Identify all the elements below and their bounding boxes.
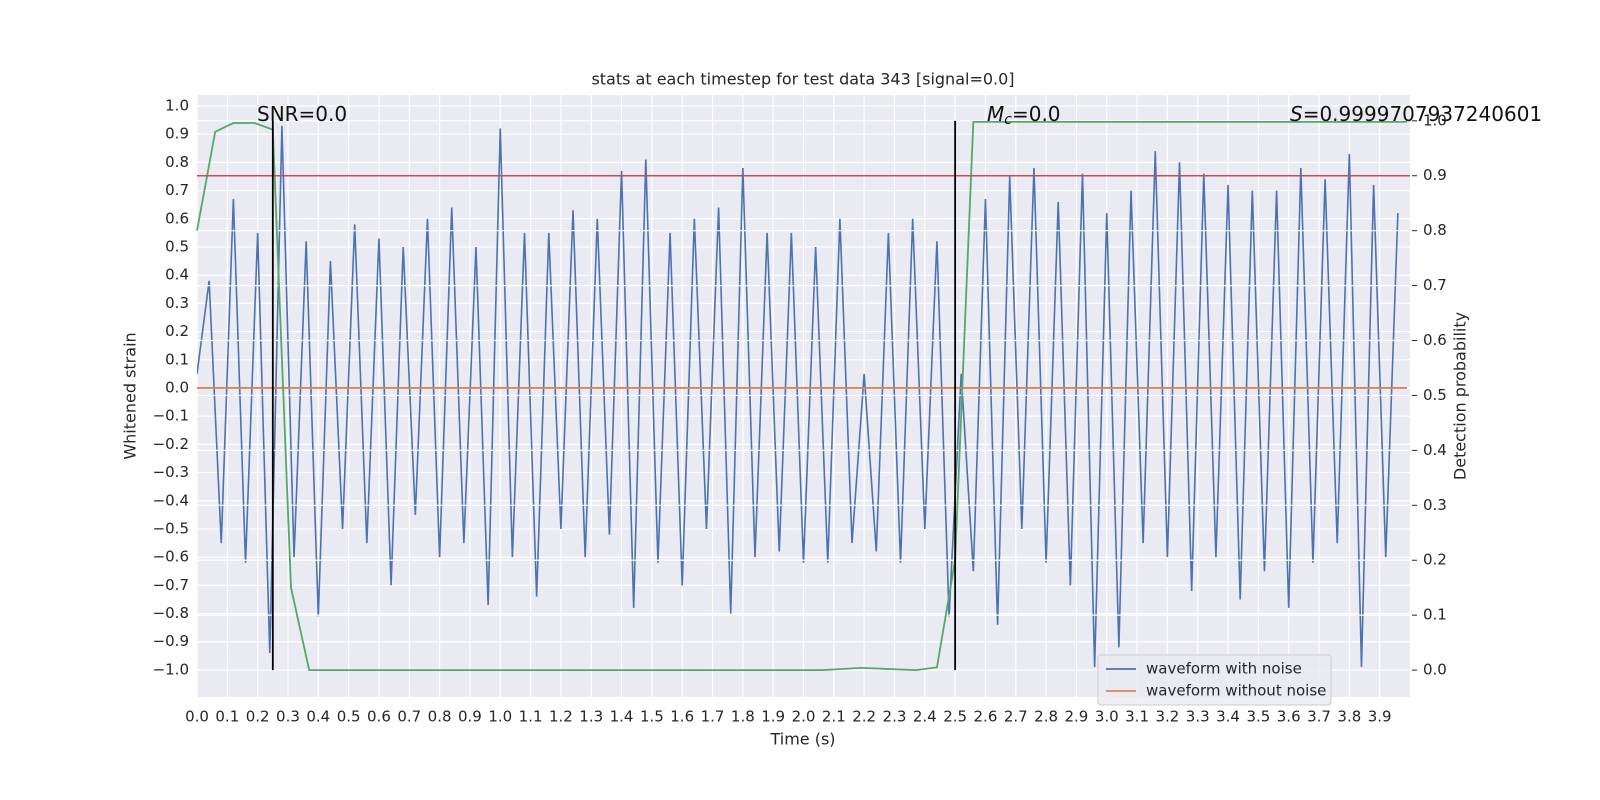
y2-tick-label: 1.0 <box>1423 111 1447 129</box>
x-tick-label: 3.0 <box>1095 708 1119 726</box>
x-tick-label: 3.3 <box>1186 708 1210 726</box>
y-tick-label: −1.0 <box>153 660 189 678</box>
y2-tick-label: 0.8 <box>1423 221 1447 239</box>
x-tick-label: 3.7 <box>1307 708 1331 726</box>
x-tick-label: 3.5 <box>1246 708 1270 726</box>
y-tick-label: 0.7 <box>165 181 189 199</box>
x-tick-label: 0.8 <box>428 708 452 726</box>
x-tick-label: 0.6 <box>367 708 391 726</box>
y2-tick-label: 0.6 <box>1423 331 1447 349</box>
y-tick-label: 0.6 <box>165 209 189 227</box>
y-tick-label: 0.3 <box>165 294 189 312</box>
x-tick-label: 0.0 <box>185 708 209 726</box>
x-tick-label: 2.4 <box>913 708 937 726</box>
y-tick-label: 0.9 <box>165 125 189 143</box>
x-tick-label: 2.3 <box>883 708 907 726</box>
y-tick-label: 0.5 <box>165 237 189 255</box>
x-tick-label: 2.8 <box>1034 708 1058 726</box>
y-axis-label: Whitened strain <box>121 332 140 459</box>
y2-tick-label: 0.3 <box>1423 496 1447 514</box>
y-tick-label: 0.2 <box>165 322 189 340</box>
chart-title: stats at each timestep for test data 343… <box>591 70 1014 89</box>
y2-tick-label: 0.9 <box>1423 166 1447 184</box>
annotation: SNR=0.0 <box>257 102 347 126</box>
annotation-symbol: S <box>1290 102 1303 126</box>
x-tick-label: 2.5 <box>943 708 967 726</box>
x-tick-label: 1.2 <box>549 708 573 726</box>
y2-tick-label: 0.4 <box>1423 441 1447 459</box>
x-tick-label: 1.0 <box>488 708 512 726</box>
x-tick-label: 3.9 <box>1368 708 1392 726</box>
y-tick-label: −0.6 <box>153 548 189 566</box>
x-tick-label: 2.2 <box>852 708 876 726</box>
x-tick-label: 1.6 <box>670 708 694 726</box>
x-tick-label: 0.9 <box>458 708 482 726</box>
x-tick-label: 1.5 <box>640 708 664 726</box>
x-tick-label: 3.4 <box>1216 708 1240 726</box>
y2-tick-label: 0.1 <box>1423 606 1447 624</box>
x-tick-label: 2.6 <box>974 708 998 726</box>
annotation-symbol: M <box>987 102 1004 126</box>
y-tick-label: −0.1 <box>153 407 189 425</box>
legend-label: waveform with noise <box>1146 660 1302 678</box>
annotation-subscript: c <box>1004 112 1012 128</box>
x-tick-label: 3.1 <box>1125 708 1149 726</box>
y-tick-label: 0.0 <box>165 378 189 396</box>
x-tick-label: 3.2 <box>1155 708 1179 726</box>
x-tick-label: 0.3 <box>276 708 300 726</box>
y-tick-label: −0.7 <box>153 576 189 594</box>
annotation-text: =0.9999707937240601 <box>1303 102 1542 126</box>
x-tick-label: 3.8 <box>1337 708 1361 726</box>
y-tick-label: −0.3 <box>153 463 189 481</box>
y2-tick-label: 0.5 <box>1423 386 1447 404</box>
series-line <box>197 125 1399 668</box>
y2-axis-label: Detection probability <box>1451 312 1470 480</box>
y2-tick-label: 0.2 <box>1423 551 1447 569</box>
x-tick-label: 2.9 <box>1064 708 1088 726</box>
x-tick-label: 3.6 <box>1277 708 1301 726</box>
x-tick-label: 0.5 <box>337 708 361 726</box>
x-tick-label: 0.2 <box>246 708 270 726</box>
series-line <box>196 121 1407 671</box>
legend-label: waveform without noise <box>1146 682 1326 700</box>
x-tick-label: 0.4 <box>306 708 330 726</box>
y2-tick-label: 0.7 <box>1423 276 1447 294</box>
y-tick-label: −0.8 <box>153 604 189 622</box>
x-tick-label: 1.4 <box>610 708 634 726</box>
x-tick-label: 1.8 <box>731 708 755 726</box>
y-tick-label: 0.4 <box>165 266 189 284</box>
annotation-text: SNR=0.0 <box>257 102 347 126</box>
legend-box <box>1097 654 1332 706</box>
y-tick-label: −0.2 <box>153 435 189 453</box>
x-axis-label: Time (s) <box>769 730 835 749</box>
x-tick-label: 2.0 <box>792 708 816 726</box>
y-tick-label: 0.1 <box>165 350 189 368</box>
x-tick-label: 1.3 <box>579 708 603 726</box>
y-tick-label: −0.4 <box>153 491 189 509</box>
x-tick-label: 1.1 <box>519 708 543 726</box>
x-tick-label: 1.9 <box>761 708 785 726</box>
y-tick-label: −0.5 <box>153 519 189 537</box>
x-tick-label: 2.7 <box>1004 708 1028 726</box>
y2-tick-label: 0.0 <box>1423 661 1447 679</box>
x-tick-label: 1.7 <box>701 708 725 726</box>
y-tick-label: −0.9 <box>153 632 189 650</box>
x-tick-label: 0.7 <box>397 708 421 726</box>
annotation: Mc=0.0 <box>987 102 1061 129</box>
y-tick-label: 0.8 <box>165 153 189 171</box>
annotation: S=0.9999707937240601 <box>1290 102 1542 126</box>
y-tick-label: 1.0 <box>165 96 189 114</box>
x-tick-label: 2.1 <box>822 708 846 726</box>
annotation-text: =0.0 <box>1012 102 1061 126</box>
x-tick-label: 0.1 <box>215 708 239 726</box>
